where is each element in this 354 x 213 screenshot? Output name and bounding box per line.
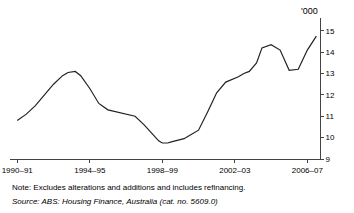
svg-text:13: 13 bbox=[326, 69, 335, 78]
svg-text:15: 15 bbox=[326, 27, 335, 36]
svg-text:2002–03: 2002–03 bbox=[219, 166, 251, 175]
svg-text:10: 10 bbox=[326, 133, 335, 142]
svg-text:1990–91: 1990–91 bbox=[2, 166, 34, 175]
svg-text:Note: Excludes alterations and: Note: Excludes alterations and additions… bbox=[12, 183, 245, 192]
svg-text:9: 9 bbox=[326, 155, 331, 164]
svg-text:11: 11 bbox=[326, 112, 335, 121]
svg-text:1994–95: 1994–95 bbox=[74, 166, 106, 175]
svg-text:1998–99: 1998–99 bbox=[147, 166, 179, 175]
svg-text:2006–07: 2006–07 bbox=[292, 166, 324, 175]
svg-text:12: 12 bbox=[326, 91, 335, 100]
svg-text:'000: '000 bbox=[301, 6, 318, 16]
svg-text:Source: ABS: Housing Finance,: Source: ABS: Housing Finance, Australia … bbox=[12, 197, 218, 206]
svg-text:14: 14 bbox=[326, 48, 335, 57]
